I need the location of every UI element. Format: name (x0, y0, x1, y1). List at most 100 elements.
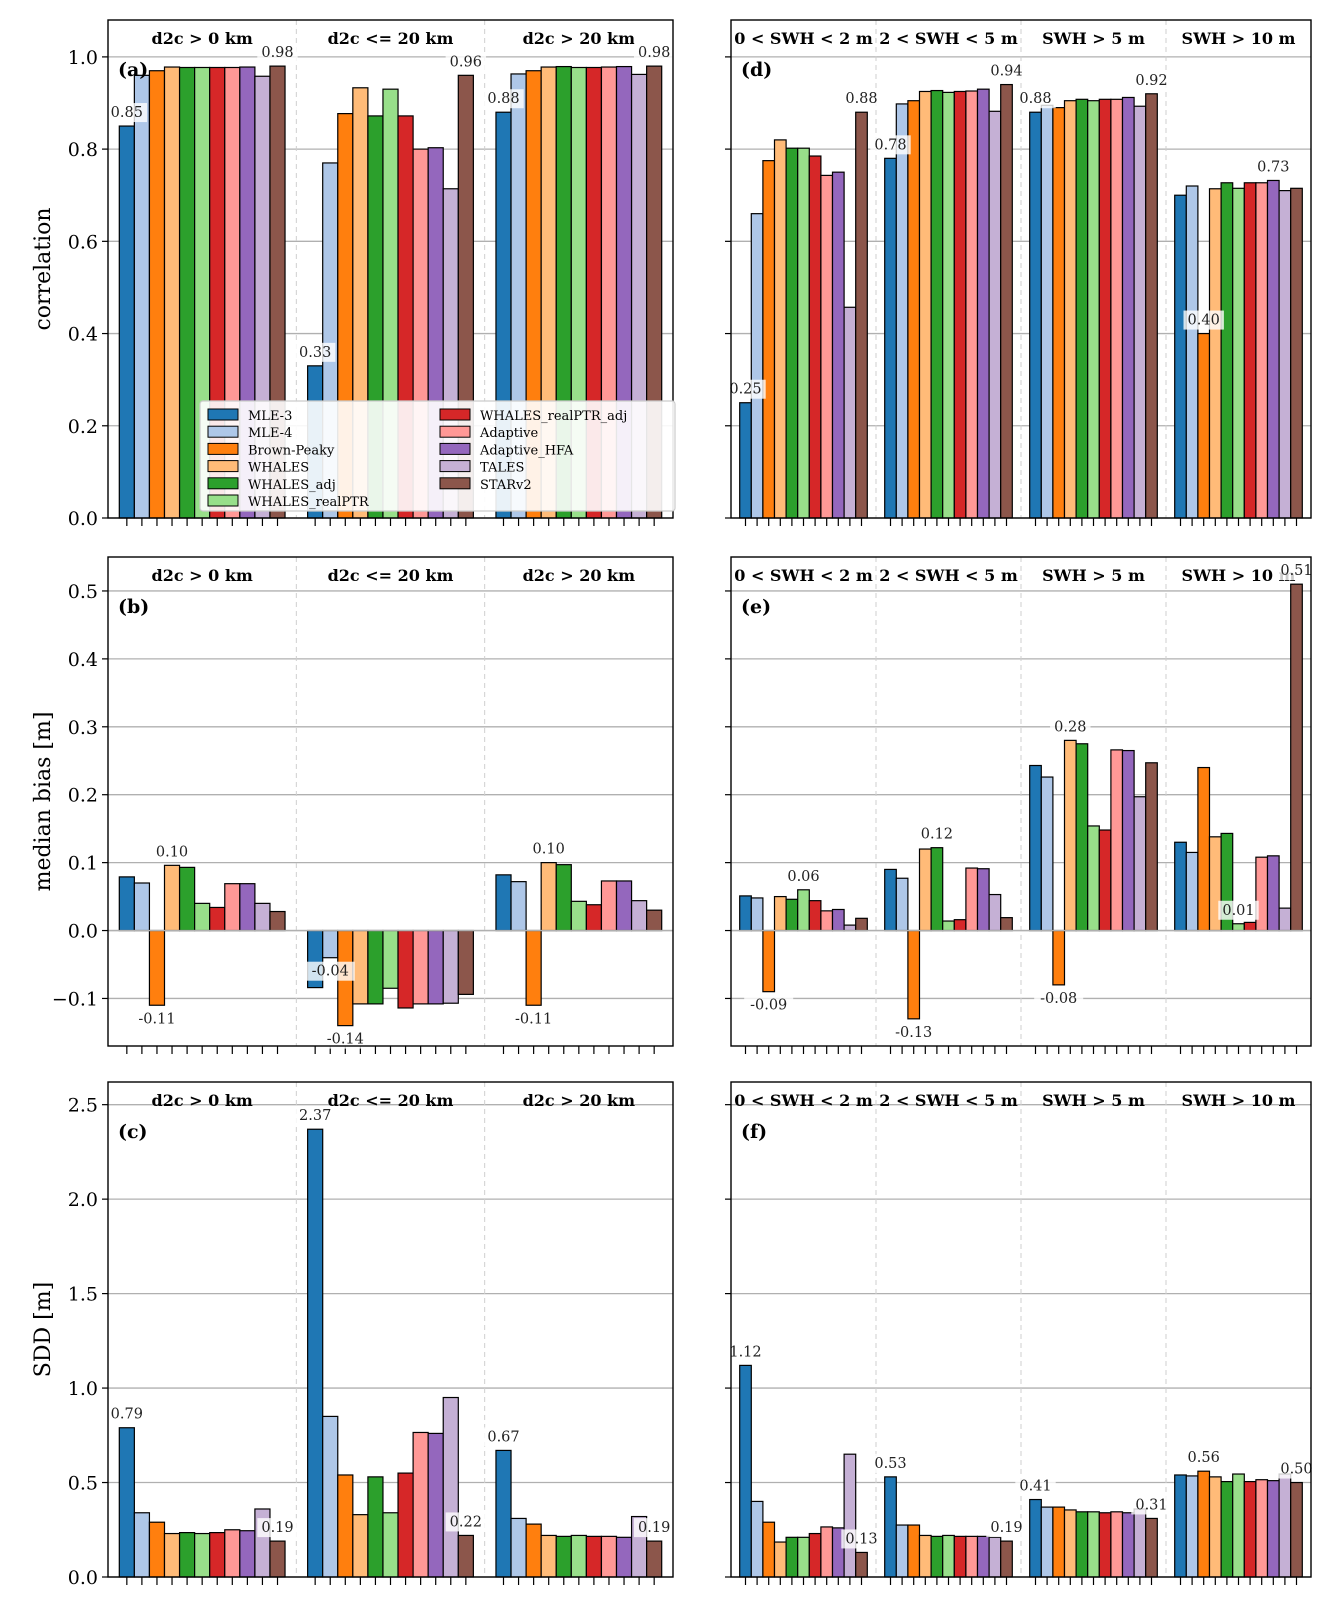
bar-brown-peaky (1197, 332, 1211, 519)
legend-entry: Adaptive (479, 426, 539, 441)
annotation-bg (1183, 310, 1224, 330)
annotation: 0.25 (729, 382, 761, 398)
annotation: -0.14 (327, 1032, 364, 1048)
bar-whales-realptr (382, 1512, 399, 1578)
annotation-bg (106, 1404, 148, 1424)
bar-adaptive-hfa (427, 929, 444, 1005)
annotation-bg (783, 866, 824, 886)
bar-whales (1208, 1476, 1222, 1578)
bar-adaptive (224, 1529, 241, 1578)
bar-brown-peaky (762, 160, 776, 519)
legend-entry: WHALES_adj (248, 478, 336, 493)
group-title: d2c <= 20 km (328, 29, 454, 48)
bar-mle-4 (750, 213, 764, 519)
y-tick-label: −0.1 (52, 988, 98, 1010)
bar-mle-4 (750, 1500, 764, 1578)
bar-adaptive (1255, 182, 1269, 519)
bar-brown-peaky (1052, 107, 1066, 519)
annotation-bg (1131, 70, 1172, 90)
bar-whales-realptr (1087, 1511, 1100, 1578)
bar-brown-peaky (907, 929, 921, 1020)
bar-mle-4 (1185, 185, 1199, 519)
annotation-bg (1276, 561, 1317, 581)
annotation-bg (106, 103, 148, 123)
bar-mle-4 (895, 877, 909, 932)
bar-adaptive-hfa (615, 1536, 633, 1578)
group-title: 2 < SWH < 5 m (879, 566, 1018, 585)
panel-b: −0.1 0.0 0.1 0.2 0.3 0.4 0.5 d2c > 0 km d2c <= 2… (31, 556, 674, 1054)
bar-whales-adj (785, 1536, 799, 1578)
bar-brown-peaky (1052, 929, 1066, 986)
panel-label: (d) (741, 59, 772, 81)
bar-whales-realptr-adj (585, 904, 603, 932)
axes-frame (730, 556, 1312, 1047)
bar-starv2 (1000, 1540, 1013, 1578)
bar-brown-peaky (1197, 766, 1211, 932)
bar-mle-4 (1185, 1475, 1199, 1578)
bar-whales-realptr-adj (953, 90, 967, 519)
bar-adaptive-hfa (976, 1535, 990, 1578)
bar-adaptive (1255, 1479, 1269, 1578)
bar-tales (442, 1396, 459, 1578)
bar-whales-adj (555, 864, 572, 932)
group-title: 2 < SWH < 5 m (879, 29, 1018, 48)
bar-mle-4 (1040, 104, 1054, 519)
legend-entry: WHALES_realPTR (248, 495, 370, 510)
bar-adaptive-hfa (1121, 749, 1135, 932)
bar-starv2 (646, 909, 663, 932)
bar-whales-realptr-adj (1098, 98, 1112, 519)
panel-label: (e) (741, 596, 771, 618)
annotation-bg (257, 1518, 298, 1538)
group-title: d2c > 0 km (152, 29, 253, 48)
bar-mle-4 (1040, 776, 1054, 932)
bar-brown-peaky (762, 1521, 776, 1578)
bar-starv2 (646, 1540, 663, 1578)
group-title: d2c > 20 km (523, 29, 636, 48)
annotation: 0.12 (921, 827, 953, 843)
bar-whales-realptr-adj (397, 1472, 414, 1578)
annotation-bg (509, 1009, 559, 1029)
bar-tales (1133, 105, 1147, 519)
legend-swatch (439, 442, 471, 455)
bar-adaptive-hfa (1121, 1512, 1135, 1578)
bar-brown-peaky (525, 1523, 542, 1578)
y-tick-label: 1.5 (68, 1284, 98, 1306)
annotation-bg (1131, 1495, 1172, 1515)
annotation: 0.51 (1280, 563, 1312, 579)
bar-mle-3 (739, 402, 752, 519)
bar-whales-realptr (1087, 100, 1100, 519)
legend-entry: TALES (480, 461, 524, 476)
bar-tales (843, 1453, 857, 1578)
panel-label: (a) (118, 59, 148, 81)
bar-brown-peaky (1197, 1470, 1211, 1578)
bar-mle-4 (133, 74, 151, 519)
bar-starv2 (855, 111, 868, 519)
group-title: d2c <= 20 km (328, 1091, 454, 1110)
bar-whales-adj (930, 89, 944, 519)
bar-adaptive-hfa (427, 1432, 444, 1578)
annotation: 0.10 (533, 842, 565, 858)
bar-whales-realptr-adj (1243, 182, 1257, 519)
annotation: 0.56 (1188, 1450, 1220, 1466)
bar-whales-adj (1075, 743, 1089, 932)
bar-whales-realptr-adj (953, 919, 967, 932)
y-tick-label: 0.3 (68, 717, 98, 739)
annotation: 0.19 (261, 1520, 293, 1536)
annotation: 0.19 (638, 1520, 670, 1536)
bar-whales (1063, 100, 1077, 519)
bar-mle-4 (895, 1524, 909, 1578)
bar-whales-adj (367, 929, 384, 1005)
annotation: 0.33 (299, 345, 331, 361)
annotation: 0.50 (1280, 1462, 1312, 1478)
bar-whales-adj (1075, 1511, 1089, 1578)
annotation: 0.98 (261, 45, 293, 61)
bar-whales-realptr (570, 1534, 587, 1578)
bar-starv2 (457, 929, 474, 995)
y-tick-label: 0.5 (68, 581, 98, 603)
bar-mle-4 (1185, 851, 1199, 932)
bar-adaptive-hfa (239, 1530, 256, 1578)
bar-mle-3 (884, 1476, 897, 1578)
bar-tales (1278, 907, 1292, 932)
bar-adaptive-hfa (1121, 96, 1135, 519)
